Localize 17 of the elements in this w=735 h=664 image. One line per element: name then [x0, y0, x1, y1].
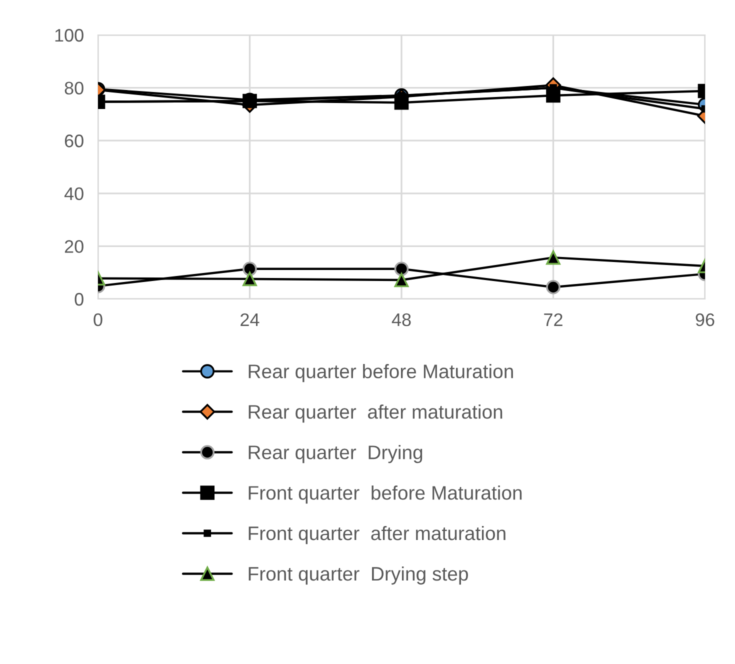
y-tick-label: 0 [74, 292, 84, 306]
x-tick-label: 0 [94, 313, 102, 326]
legend-label: Rear quarter after maturation [248, 404, 502, 423]
y-tick-label: 40 [64, 187, 84, 200]
x-tick-label: 72 [544, 313, 562, 326]
legend-label: Front quarter after maturation [248, 526, 506, 544]
x-tick-label: 24 [240, 313, 260, 326]
y-tick-label: 80 [64, 82, 84, 95]
legend-label: Rear quarter Drying [248, 444, 422, 464]
y-tick-label: 100 [55, 28, 84, 42]
legend-label: Front quarter Drying step [248, 566, 468, 585]
x-tick-label: 48 [392, 313, 411, 326]
legend-label: Front quarter before Maturation [248, 485, 522, 504]
x-tick-label: 96 [696, 313, 714, 326]
y-tick-label: 20 [64, 240, 84, 253]
legend-label: Rear quarter before Maturation [248, 364, 513, 382]
y-tick-label: 60 [64, 134, 84, 148]
